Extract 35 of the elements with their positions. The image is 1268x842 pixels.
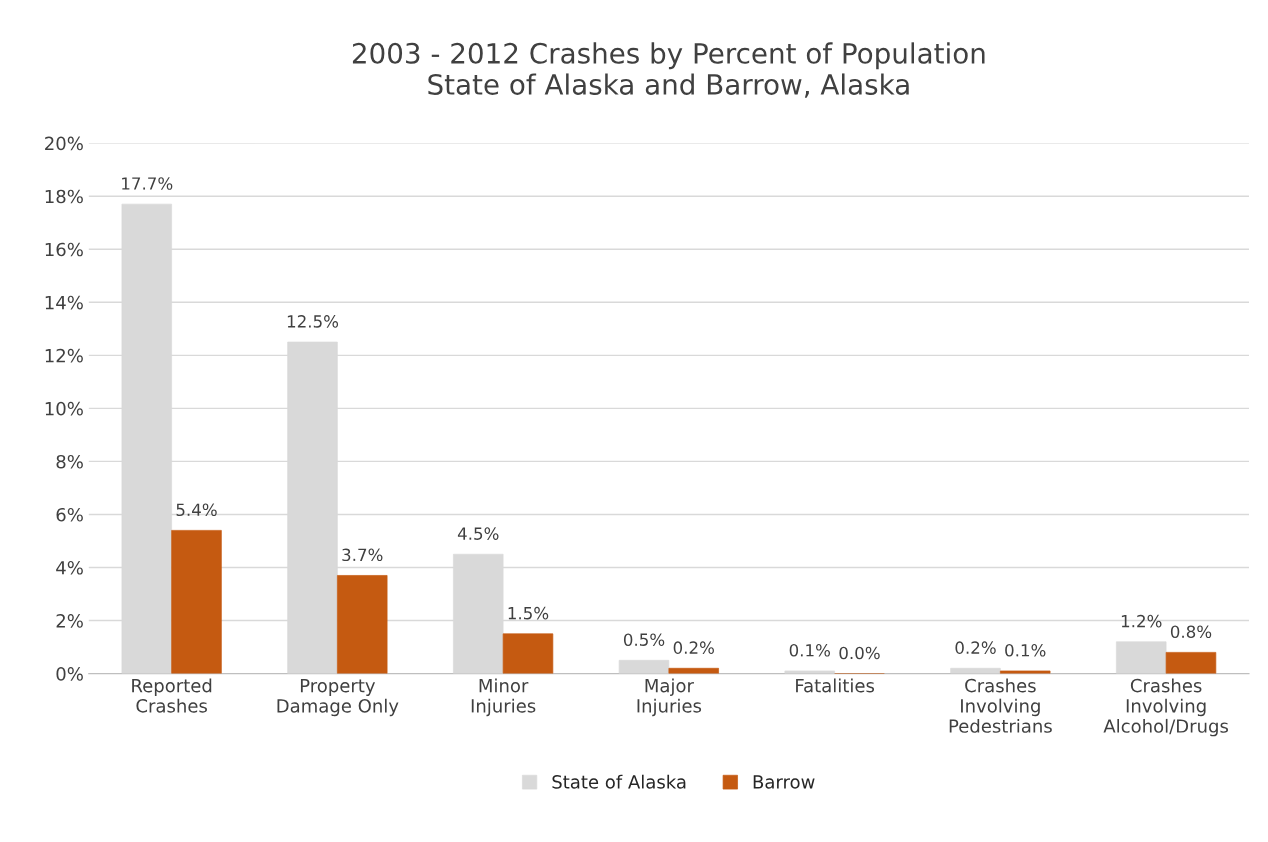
data-label: 17.7% <box>122 177 173 190</box>
data-label: 1.5% <box>508 606 549 620</box>
legend-label: State of Alaska <box>552 774 686 789</box>
x-tick-label: Crashes Involving Pedestrians <box>949 678 1052 733</box>
x-tick-label: Fatalities <box>796 678 875 693</box>
y-tick-label: 6% <box>56 507 83 522</box>
y-tick-label: 10% <box>45 401 83 416</box>
x-tick-label: Reported Crashes <box>132 678 212 713</box>
data-label: 0.1% <box>789 644 831 657</box>
data-label: 1.2% <box>1121 614 1162 628</box>
x-tick-label: Major Injuries <box>637 678 702 717</box>
data-label: 0.2% <box>673 641 714 654</box>
y-tick-label: 2% <box>56 614 83 628</box>
x-tick-label: Property Damage Only <box>277 679 399 717</box>
data-label: 3.7% <box>342 548 383 562</box>
chart-title: 2003 - 2012 Crashes by Percent of Population State of Alaska and Barrow, Alaska <box>352 42 985 98</box>
y-tick-label: 4% <box>56 560 83 575</box>
x-tick-label: Minor Injuries <box>471 678 536 717</box>
y-tick-label: 0% <box>56 667 83 681</box>
data-label: 4.5% <box>457 527 499 540</box>
data-label: 0.5% <box>623 633 665 646</box>
data-label: 0.8% <box>1170 625 1212 639</box>
data-label: 0.2% <box>955 641 996 654</box>
y-tick-label: 18% <box>45 189 83 204</box>
y-tick-label: 20% <box>45 136 83 151</box>
y-tick-label: 14% <box>45 295 83 310</box>
y-tick-label: 8% <box>56 454 83 469</box>
x-tick-label: Crashes Involving Alcohol/Drugs <box>1103 678 1229 737</box>
data-label: 12.5% <box>287 315 339 328</box>
y-tick-label: 12% <box>45 348 83 363</box>
data-label: 0.0% <box>839 646 880 660</box>
y-tick-label: 16% <box>45 242 83 257</box>
legend-label: Barrow <box>753 775 815 789</box>
data-label: 5.4% <box>176 503 217 517</box>
data-label: 0.1% <box>1005 644 1046 657</box>
